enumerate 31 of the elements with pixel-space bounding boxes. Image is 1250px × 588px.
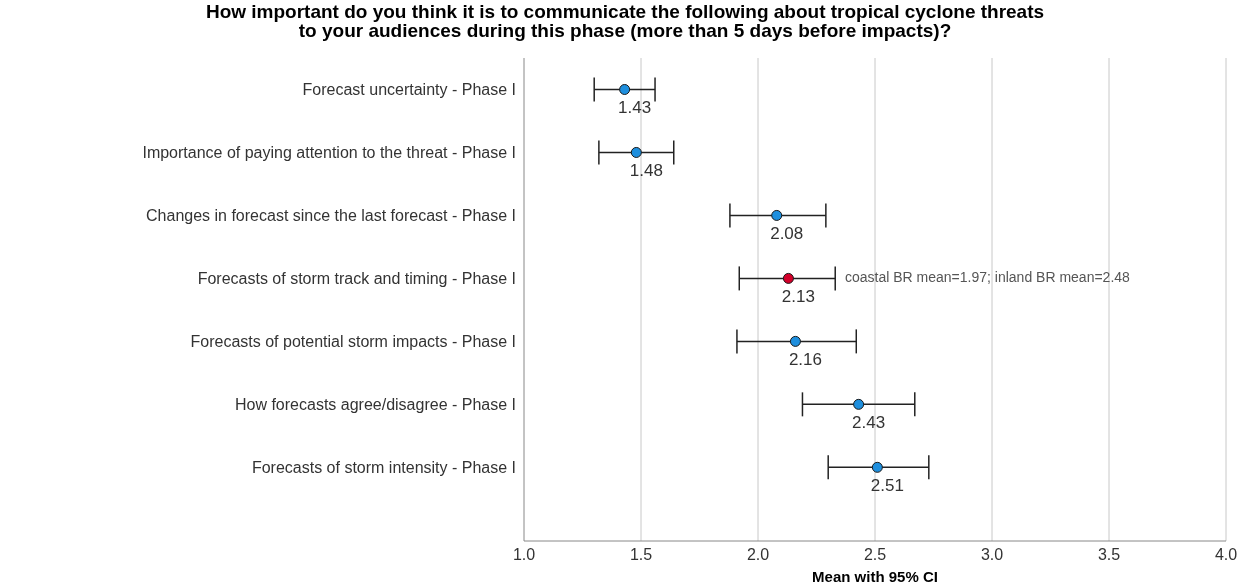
x-axis-title: Mean with 95% CI (812, 568, 938, 585)
y-tick-label: Forecast uncertainty - Phase I (302, 81, 516, 99)
annotation: coastal BR mean=1.97; inland BR mean=2.48 (845, 269, 1130, 285)
x-tick-label: 2.0 (746, 546, 770, 564)
point (630, 146, 642, 158)
x-tick-label: 2.5 (863, 546, 887, 564)
data-label: 2.08 (770, 224, 804, 244)
point (782, 272, 794, 284)
y-tick-label: Forecasts of storm intensity - Phase I (251, 459, 516, 476)
point (789, 335, 801, 347)
point (619, 83, 631, 95)
x-tick-label: 1.5 (629, 546, 653, 564)
data-label: 2.16 (788, 350, 822, 370)
y-tick-label: How forecasts agree/disagree - Phase I (234, 396, 516, 414)
data-label: 2.13 (781, 287, 815, 307)
data-label: 1.48 (629, 161, 663, 181)
data-label: 2.43 (852, 413, 886, 433)
point (853, 398, 865, 410)
data-label: 1.43 (618, 98, 652, 118)
x-tick-label: 3.5 (1097, 546, 1121, 564)
x-tick-label: 3.0 (980, 546, 1004, 564)
y-tick-label: Changes in forecast since the last forecast - Phase I (146, 207, 516, 225)
x-tick-label: 1.0 (512, 546, 536, 564)
chart-title: How important do you think it is to communicate the following about tropical cyclone threats to your audiences during this phase (more than 5 days before impacts)? (204, 1, 1046, 41)
y-tick-label: Forecasts of storm track and timing - Phase I (197, 270, 516, 288)
y-tick-label: Forecasts of potential storm impacts - Phase I (190, 333, 516, 351)
point (771, 209, 783, 221)
point (871, 461, 883, 473)
data-label: 2.51 (870, 476, 904, 496)
y-tick-label: Importance of paying attention to the threat - Phase I (142, 144, 516, 162)
x-tick-label: 4.0 (1214, 546, 1238, 564)
